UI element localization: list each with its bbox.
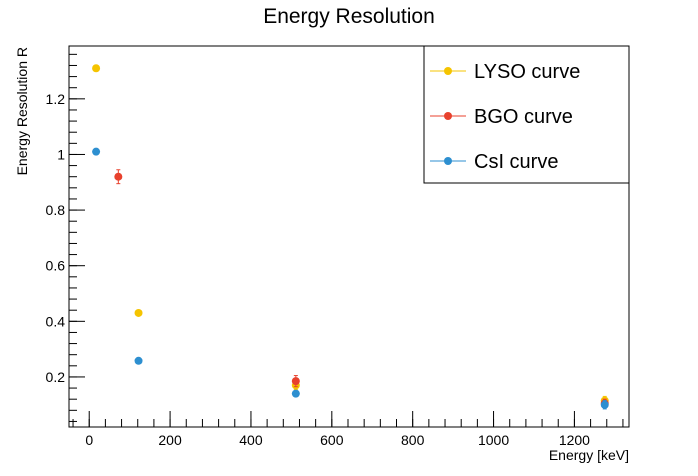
x-tick-label: 1000 <box>478 432 509 448</box>
y-tick-label: 0.8 <box>46 202 66 218</box>
legend: LYSO curve BGO curve CsI curve <box>423 45 630 184</box>
y-axis: 0.2 0.4 0.6 0.8 1 1.2 <box>46 53 85 422</box>
x-tick-label: 1200 <box>559 432 590 448</box>
data-point <box>291 377 300 386</box>
x-axis-label: Energy [keV] <box>549 447 629 463</box>
y-tick-label: 0.4 <box>46 313 66 329</box>
chart-title: Energy Resolution <box>263 5 435 28</box>
series-csi <box>92 147 609 410</box>
legend-label: LYSO curve <box>474 61 580 83</box>
x-tick-label: 800 <box>401 432 425 448</box>
data-point <box>114 172 123 181</box>
data-point <box>92 64 101 73</box>
legend-marker <box>444 112 452 120</box>
legend-label: BGO curve <box>474 106 573 128</box>
x-axis: 0 200 400 600 800 1000 1200 <box>72 411 624 448</box>
series-bgo <box>114 169 609 409</box>
x-tick-label: 400 <box>239 432 263 448</box>
legend-marker <box>444 67 452 75</box>
data-point <box>600 400 609 409</box>
data-point <box>134 308 143 317</box>
plot-frame <box>68 45 630 428</box>
x-tick-label: 600 <box>320 432 344 448</box>
data-point <box>134 356 143 365</box>
legend-marker <box>444 157 452 165</box>
y-tick-label: 0.6 <box>46 258 66 274</box>
x-tick-label: 200 <box>158 432 182 448</box>
x-tick-label: 0 <box>85 432 93 448</box>
legend-entries: LYSO curve BGO curve CsI curve <box>430 61 580 173</box>
y-tick-label: 1.2 <box>46 91 66 107</box>
plot-area <box>92 64 609 410</box>
legend-label: CsI curve <box>474 151 558 173</box>
data-point <box>291 389 300 398</box>
y-tick-label: 0.2 <box>46 369 66 385</box>
y-tick-label: 1 <box>57 146 65 162</box>
y-axis-label: Energy Resolution R <box>14 47 30 175</box>
legend-box <box>423 45 630 184</box>
data-point <box>92 147 101 156</box>
